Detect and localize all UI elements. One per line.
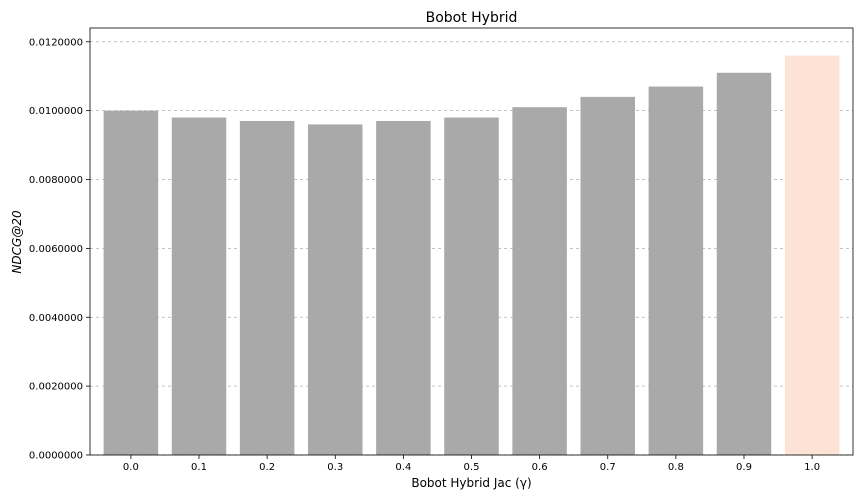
bar (648, 86, 704, 456)
bar (444, 117, 499, 455)
x-axis: 0.0 0.1 0.2 0.3 0.4 0.5 0.6 0.7 0.8 0.9 1.0 (123, 455, 820, 473)
bar (580, 96, 635, 455)
bar (239, 120, 295, 456)
y-axis: 0.0000000 0.0020000 0.0040000 0.0060000 0.00… (29, 37, 90, 462)
x-tick-label: 0.6 (532, 462, 548, 473)
y-tick-label: 0.0060000 (29, 244, 83, 255)
x-tick-label: 0.4 (395, 462, 411, 473)
plot-frame (89, 27, 854, 456)
bars (103, 55, 840, 456)
bar (171, 117, 227, 455)
bar (376, 120, 431, 456)
y-tick-label: 0.0100000 (29, 106, 83, 117)
y-tick-label: 0.0040000 (29, 313, 83, 324)
bar (103, 110, 159, 455)
x-tick-label: 0.9 (736, 462, 752, 473)
y-tick-label: 0.0080000 (29, 175, 83, 186)
x-axis-title-text: Bobot Hybrid Jac (γ) (411, 476, 531, 490)
x-tick-label: 0.0 (123, 462, 139, 473)
bar (512, 107, 567, 456)
x-axis-title: Bobot Hybrid Jac (γ) (411, 476, 531, 490)
y-tick-label: 0.0000000 (29, 451, 83, 462)
chart-title: Bobot Hybrid (426, 10, 518, 26)
bar (308, 124, 363, 455)
y-tick-label: 0.0020000 (29, 382, 83, 393)
x-tick-label: 1.0 (804, 462, 820, 473)
x-tick-label: 0.3 (327, 462, 343, 473)
bar (716, 72, 772, 456)
y-tick-label: 0.0120000 (29, 37, 83, 48)
x-tick-label: 0.7 (600, 462, 616, 473)
x-tick-label: 0.2 (259, 462, 275, 473)
x-tick-label: 0.1 (191, 462, 207, 473)
y-axis-title: NDCG@20 (10, 210, 24, 274)
x-tick-label: 0.8 (668, 462, 684, 473)
x-tick-label: 0.5 (464, 462, 480, 473)
bar (784, 55, 840, 455)
